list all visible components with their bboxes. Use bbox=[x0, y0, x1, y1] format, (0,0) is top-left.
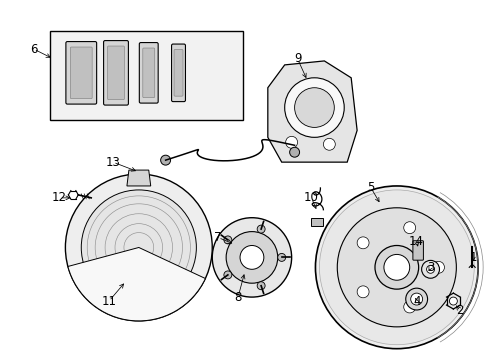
Text: 12: 12 bbox=[52, 192, 67, 204]
FancyBboxPatch shape bbox=[171, 44, 185, 102]
Text: 8: 8 bbox=[234, 291, 241, 303]
Text: 7: 7 bbox=[214, 231, 222, 244]
Circle shape bbox=[284, 78, 344, 137]
Circle shape bbox=[65, 174, 212, 321]
Text: 9: 9 bbox=[293, 53, 301, 66]
FancyBboxPatch shape bbox=[412, 241, 423, 260]
Text: 3: 3 bbox=[426, 261, 433, 274]
Polygon shape bbox=[267, 61, 356, 162]
Circle shape bbox=[225, 231, 277, 283]
Circle shape bbox=[421, 260, 439, 278]
Circle shape bbox=[356, 286, 368, 298]
Circle shape bbox=[410, 293, 422, 305]
Polygon shape bbox=[127, 170, 150, 186]
Text: 6: 6 bbox=[30, 42, 37, 55]
Text: 4: 4 bbox=[412, 294, 420, 307]
Circle shape bbox=[432, 261, 444, 273]
FancyBboxPatch shape bbox=[107, 46, 124, 100]
Circle shape bbox=[319, 190, 473, 345]
Text: 13: 13 bbox=[105, 156, 120, 168]
FancyBboxPatch shape bbox=[103, 41, 128, 105]
FancyBboxPatch shape bbox=[139, 42, 158, 103]
Circle shape bbox=[212, 218, 291, 297]
FancyBboxPatch shape bbox=[70, 47, 92, 99]
Circle shape bbox=[383, 255, 409, 280]
Circle shape bbox=[403, 301, 415, 313]
Bar bbox=[49, 31, 243, 121]
Circle shape bbox=[289, 147, 299, 157]
Circle shape bbox=[294, 88, 334, 127]
Circle shape bbox=[161, 155, 170, 165]
Wedge shape bbox=[68, 247, 205, 321]
Bar bbox=[311, 218, 323, 226]
Text: 2: 2 bbox=[456, 305, 463, 318]
Circle shape bbox=[403, 222, 415, 234]
Circle shape bbox=[356, 237, 368, 249]
Circle shape bbox=[277, 253, 285, 261]
Circle shape bbox=[224, 236, 231, 244]
Text: 10: 10 bbox=[304, 192, 318, 204]
Text: 11: 11 bbox=[102, 294, 116, 307]
Circle shape bbox=[323, 138, 335, 150]
Circle shape bbox=[315, 186, 477, 349]
Circle shape bbox=[224, 271, 231, 279]
Circle shape bbox=[448, 297, 456, 305]
Circle shape bbox=[426, 265, 434, 273]
Text: 5: 5 bbox=[366, 181, 374, 194]
Text: 14: 14 bbox=[408, 235, 423, 248]
FancyBboxPatch shape bbox=[142, 48, 154, 98]
Circle shape bbox=[257, 282, 264, 290]
Text: 1: 1 bbox=[468, 251, 476, 264]
FancyBboxPatch shape bbox=[66, 41, 97, 104]
Circle shape bbox=[81, 190, 196, 305]
Circle shape bbox=[257, 225, 264, 233]
FancyBboxPatch shape bbox=[174, 50, 183, 96]
Circle shape bbox=[374, 246, 418, 289]
Circle shape bbox=[240, 246, 264, 269]
Circle shape bbox=[285, 136, 297, 148]
Circle shape bbox=[405, 288, 427, 310]
Circle shape bbox=[337, 208, 455, 327]
